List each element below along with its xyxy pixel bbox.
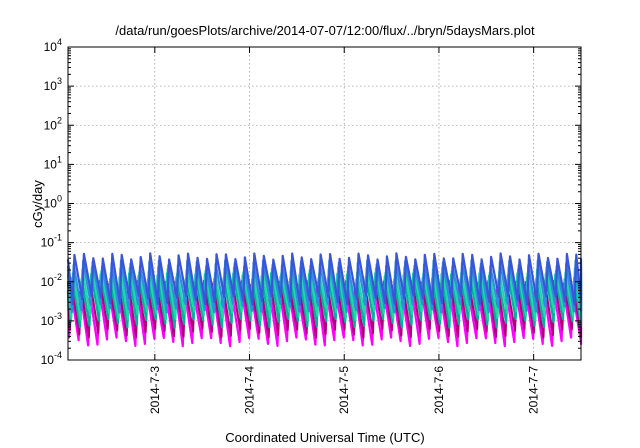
y-tick-label: 102 — [44, 115, 62, 132]
series-line — [66, 252, 583, 306]
y-tick-label: 101 — [44, 154, 62, 171]
x-tick-label: 2014-7-6 — [432, 366, 446, 414]
chart-title: /data/run/goesPlots/archive/2014-07-07/1… — [115, 23, 535, 38]
y-tick-label: 10-2 — [41, 272, 62, 289]
x-axis-label: Coordinated Universal Time (UTC) — [225, 430, 424, 445]
x-tick-label: 2014-7-4 — [243, 366, 257, 414]
x-tick-label: 2014-7-7 — [527, 366, 541, 414]
y-tick-label: 10-3 — [41, 311, 62, 328]
y-axis: 10-4 10-3 10-2 10-1 100 101 102 103 104 — [41, 37, 581, 367]
y-axis-label: cGy/day — [30, 180, 45, 228]
y-tick-label: 104 — [44, 37, 62, 54]
x-tick-label: 2014-7-3 — [148, 366, 162, 414]
y-tick-label: 100 — [44, 194, 62, 211]
y-tick-label: 103 — [44, 76, 62, 93]
series-group — [66, 252, 583, 348]
y-tick-label: 10-4 — [41, 350, 62, 367]
x-tick-label: 2014-7-5 — [337, 366, 351, 414]
y-tick-label: 10-1 — [41, 233, 62, 250]
x-axis: 2014-7-3 2014-7-4 2014-7-5 2014-7-6 2014-7-7 — [148, 47, 541, 414]
